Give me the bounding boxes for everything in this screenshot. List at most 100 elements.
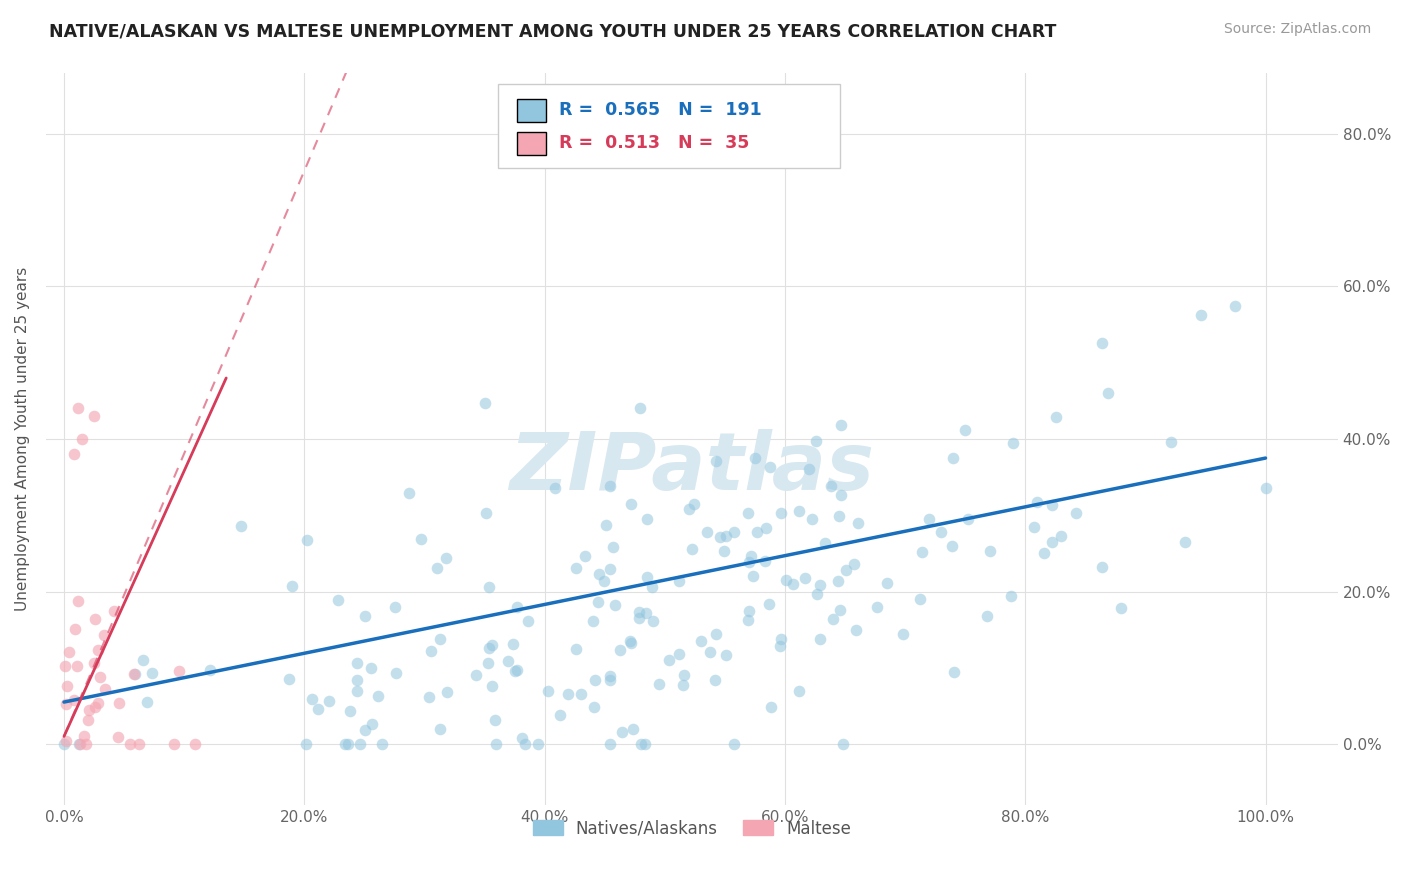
- Point: [429, 722, 451, 736]
- Point: [848, 516, 870, 531]
- Point: [464, 668, 486, 682]
- Point: [434, 551, 457, 566]
- FancyBboxPatch shape: [517, 131, 546, 155]
- Point: [231, 519, 253, 533]
- Point: [671, 678, 693, 692]
- Point: [741, 568, 763, 582]
- Point: [122, 667, 145, 681]
- Legend: Natives/Alaskans, Maltese: Natives/Alaskans, Maltese: [526, 813, 858, 844]
- Point: [678, 502, 700, 516]
- Point: [876, 575, 898, 590]
- Point: [704, 673, 727, 688]
- Point: [548, 707, 571, 722]
- Point: [307, 702, 329, 716]
- Point: [599, 479, 621, 493]
- Point: [55, 697, 77, 711]
- Point: [918, 511, 941, 525]
- Y-axis label: Unemployment Among Youth under 25 years: Unemployment Among Youth under 25 years: [15, 267, 30, 611]
- Point: [361, 716, 384, 731]
- Point: [911, 545, 934, 559]
- Point: [709, 530, 731, 544]
- Point: [747, 524, 769, 539]
- Point: [1254, 481, 1277, 495]
- Point: [740, 549, 762, 563]
- Point: [484, 713, 506, 727]
- Point: [976, 608, 998, 623]
- Point: [737, 604, 759, 618]
- Point: [136, 695, 159, 709]
- Point: [737, 614, 759, 628]
- Point: [564, 641, 586, 656]
- Text: Source: ZipAtlas.com: Source: ZipAtlas.com: [1223, 22, 1371, 37]
- Point: [506, 599, 529, 614]
- Point: [496, 654, 519, 668]
- Point: [599, 669, 621, 683]
- Point: [55, 733, 77, 747]
- Point: [758, 597, 780, 611]
- Point: [658, 652, 681, 666]
- Point: [326, 593, 349, 607]
- Point: [955, 423, 977, 437]
- Point: [908, 591, 931, 606]
- Point: [713, 543, 735, 558]
- Point: [505, 663, 527, 677]
- Point: [77, 703, 100, 717]
- Point: [141, 665, 163, 680]
- Point: [814, 536, 837, 550]
- Point: [75, 737, 97, 751]
- Point: [704, 453, 727, 467]
- Point: [586, 594, 609, 608]
- Point: [683, 497, 706, 511]
- Point: [537, 683, 560, 698]
- Point: [637, 511, 659, 525]
- Point: [1026, 495, 1049, 509]
- Point: [623, 722, 645, 736]
- Point: [510, 731, 533, 745]
- Point: [823, 612, 845, 626]
- Point: [132, 653, 155, 667]
- Point: [418, 690, 440, 704]
- Point: [830, 418, 852, 433]
- Point: [281, 579, 304, 593]
- Point: [481, 638, 503, 652]
- Point: [278, 672, 301, 686]
- Point: [690, 634, 713, 648]
- Point: [69, 737, 91, 751]
- Point: [1091, 335, 1114, 350]
- Point: [641, 580, 664, 594]
- Point: [769, 639, 792, 653]
- Point: [593, 574, 616, 588]
- Point: [94, 681, 117, 696]
- Point: [429, 632, 451, 646]
- Point: [371, 737, 394, 751]
- Point: [891, 627, 914, 641]
- Point: [574, 549, 596, 564]
- Point: [419, 644, 441, 658]
- Point: [337, 737, 360, 751]
- Point: [627, 605, 650, 619]
- Point: [681, 542, 703, 557]
- Point: [583, 673, 606, 687]
- Point: [956, 512, 979, 526]
- Point: [620, 497, 643, 511]
- Point: [474, 396, 496, 410]
- Point: [107, 730, 129, 744]
- FancyBboxPatch shape: [517, 99, 546, 122]
- Point: [789, 683, 811, 698]
- Point: [484, 737, 506, 751]
- Point: [56, 679, 79, 693]
- Point: [672, 668, 695, 682]
- Point: [830, 488, 852, 502]
- Point: [942, 665, 965, 679]
- Point: [737, 506, 759, 520]
- Point: [804, 434, 827, 449]
- Point: [754, 554, 776, 568]
- Point: [1042, 535, 1064, 549]
- Point: [744, 450, 766, 465]
- Point: [63, 622, 86, 636]
- Point: [808, 632, 831, 647]
- Point: [634, 737, 657, 751]
- Point: [1000, 590, 1022, 604]
- Point: [93, 628, 115, 642]
- Point: [367, 689, 389, 703]
